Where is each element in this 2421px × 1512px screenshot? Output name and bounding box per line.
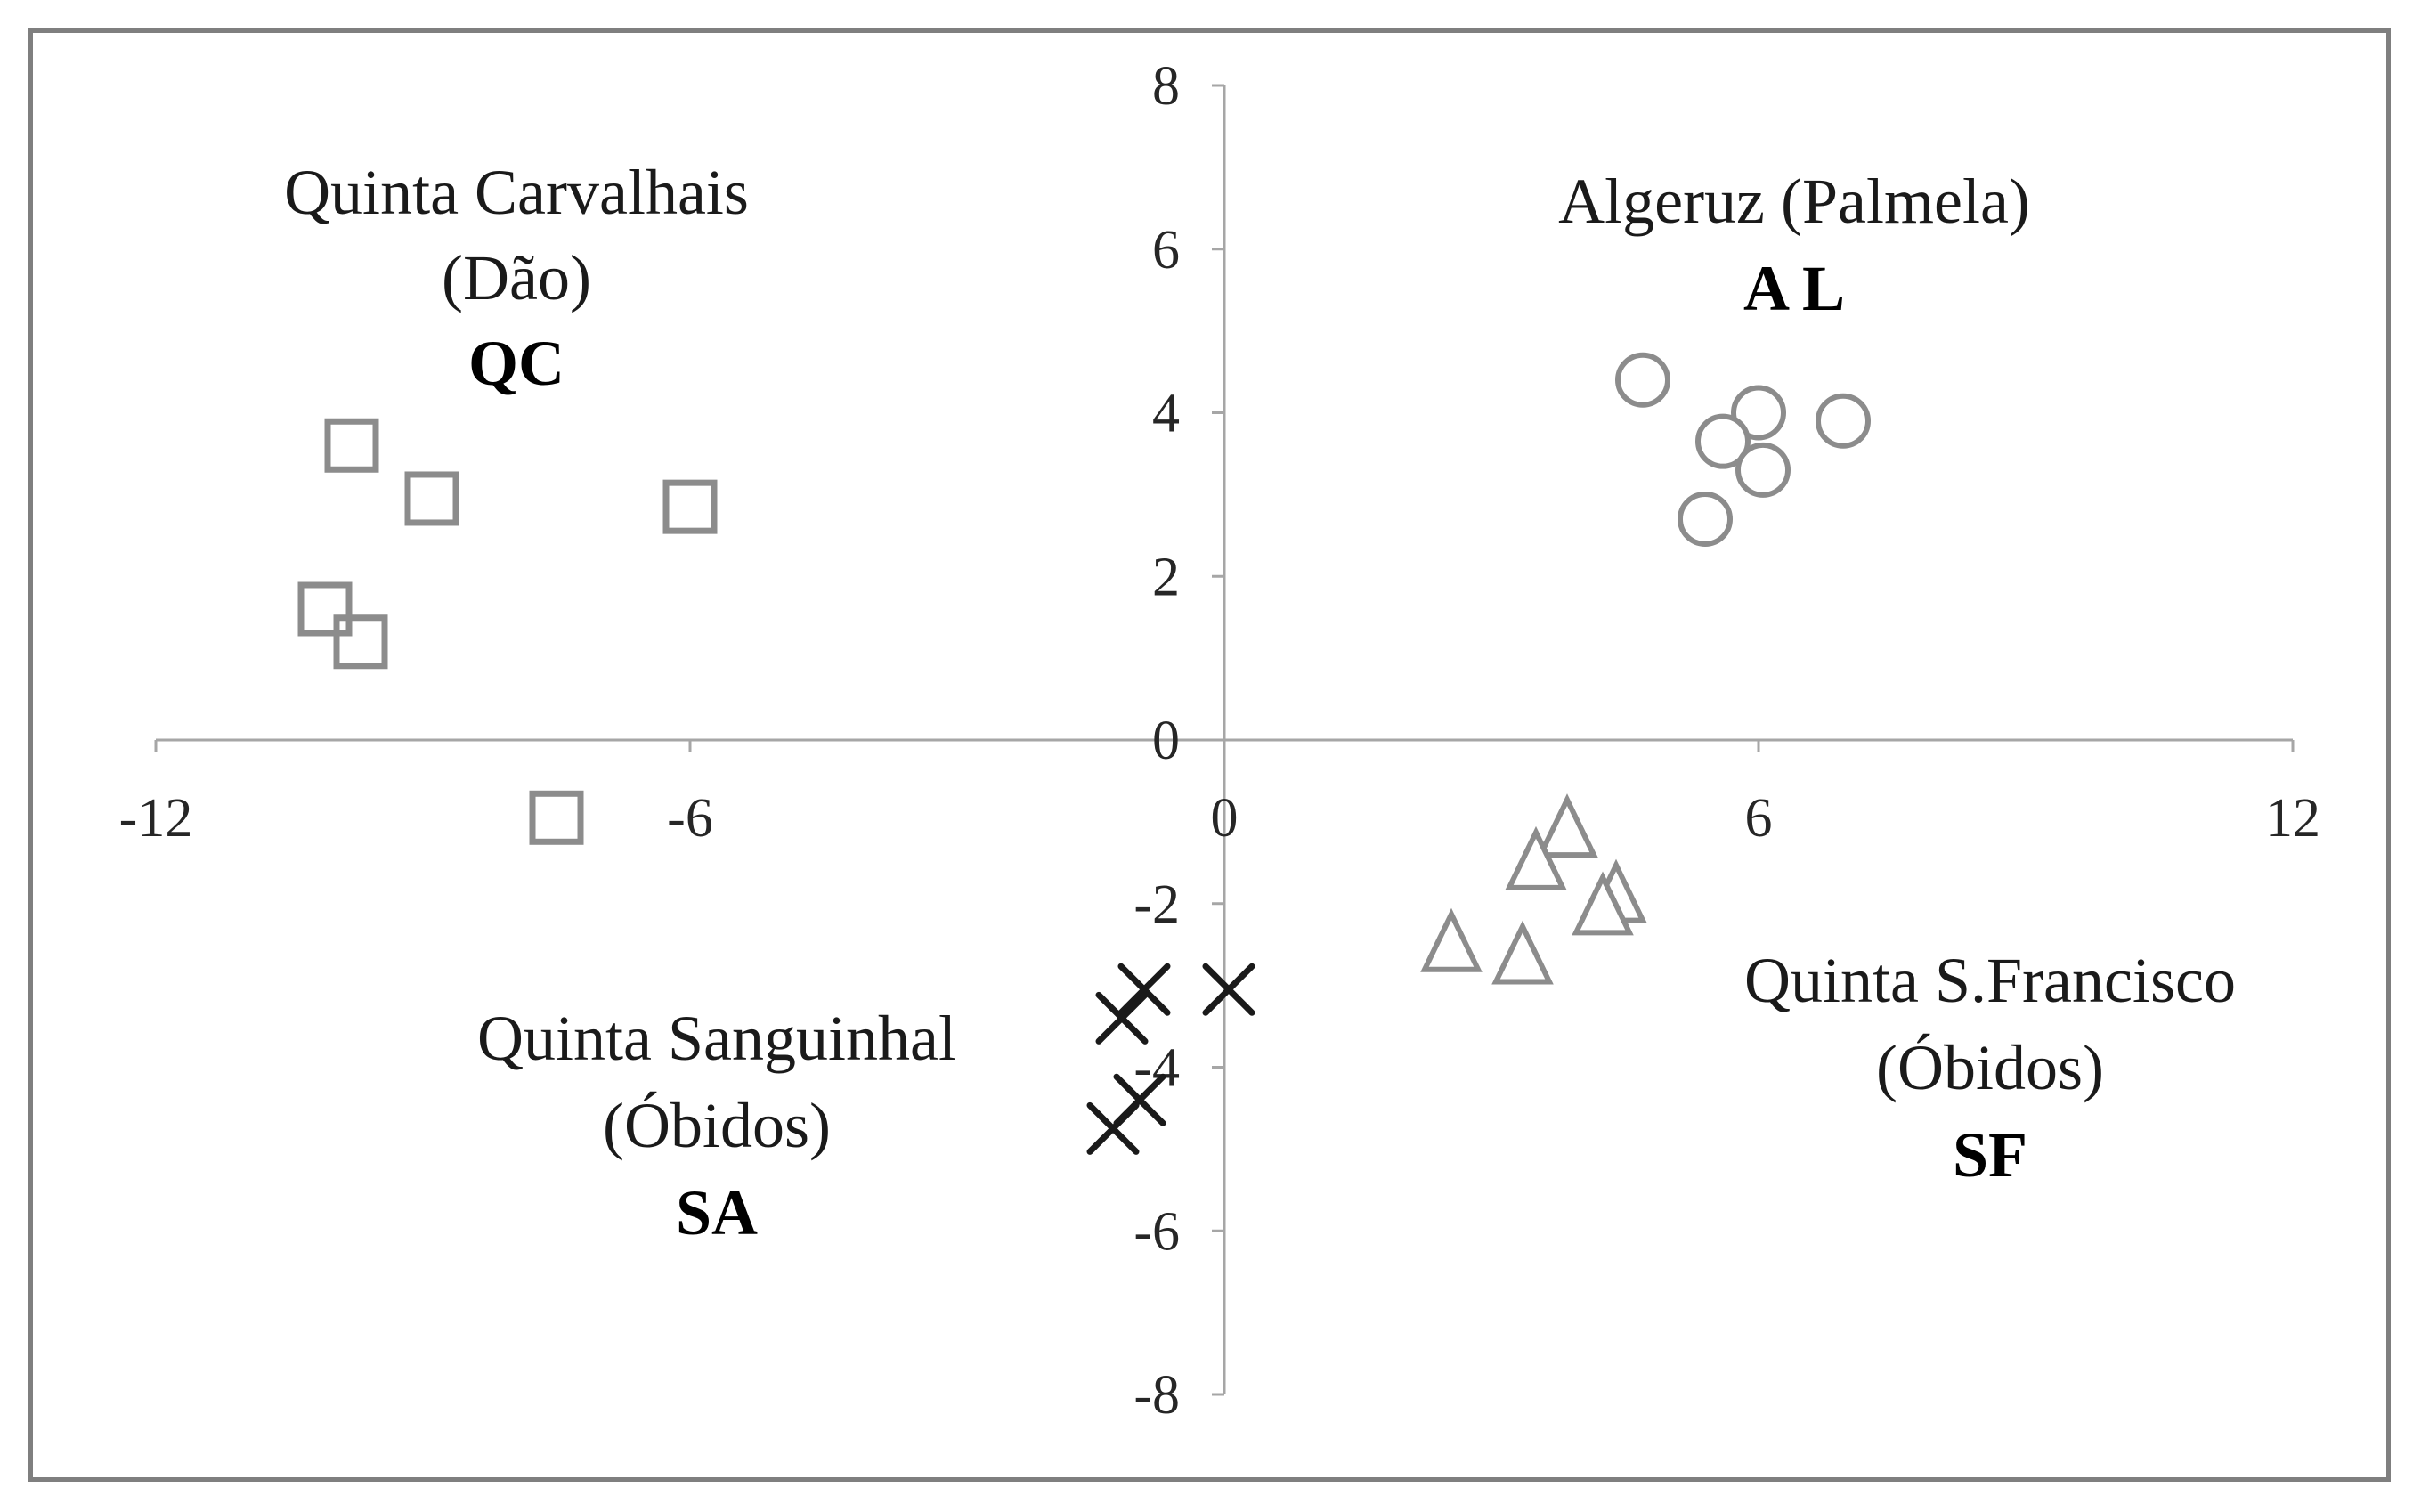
circle-marker (1816, 393, 1871, 449)
circle-marker (1695, 413, 1751, 469)
x-tick-label: 12 (2265, 788, 2320, 849)
group-label: Quinta S.Francisco (Óbidos) SF (1744, 945, 2236, 1191)
group-name-text: Quinta Sanguinhal (477, 1003, 956, 1074)
square-marker (529, 790, 584, 845)
group-name-text: Quinta S.Francisco (1744, 945, 2236, 1016)
x-marker-stroke (1086, 1101, 1140, 1155)
group-label: Quinta Sanguinhal (Óbidos) SA (477, 1003, 956, 1248)
group-code-text: SF (1953, 1119, 2027, 1191)
y-tick-label: 2 (1152, 547, 1180, 607)
square-marker (324, 418, 379, 473)
y-tick-label: -2 (1133, 874, 1180, 935)
group-name-text: Algeruz (Palmela) (1558, 166, 2030, 237)
group-name-text: (Dão) (442, 242, 591, 313)
y-tick-label: 6 (1152, 220, 1180, 280)
square-marker (297, 581, 353, 637)
square-marker (333, 614, 388, 670)
group-labels: Quinta Carvalhais (Dão) QC Algeruz (Palmela… (284, 157, 2236, 1248)
x-marker (1095, 991, 1149, 1045)
y-tick-label: -4 (1133, 1038, 1180, 1099)
group-name-text: Quinta Carvalhais (284, 157, 749, 228)
triangle-marker (1491, 920, 1554, 985)
triangle-marker (1420, 907, 1483, 972)
x-tick-label: 6 (1745, 788, 1773, 849)
triangle-marker (1505, 825, 1567, 890)
circle-marker (1678, 491, 1733, 547)
circle-marker (1615, 352, 1670, 408)
group-code-text: QC (468, 328, 565, 399)
square-marker (662, 479, 718, 534)
group-label: Quinta Carvalhais (Dão) QC (284, 157, 749, 399)
group-name-text: (Óbidos) (1876, 1032, 2104, 1103)
x-marker (1117, 963, 1171, 1016)
x-marker-stroke (1202, 963, 1255, 1016)
x-tick-label: -12 (119, 788, 193, 849)
square-marker (404, 471, 459, 526)
y-tick-label: 0 (1152, 711, 1180, 771)
group-name-text: (Óbidos) (603, 1090, 831, 1161)
x-tick-label: -6 (667, 788, 713, 849)
x-marker (1086, 1101, 1140, 1155)
group-code-text: SA (676, 1177, 758, 1248)
x-marker-stroke (1095, 991, 1149, 1045)
x-marker (1202, 963, 1255, 1016)
axes: -12 -6 0 6 12 8 6 4 2 0 -2 -4 -6 -8 (119, 56, 2320, 1426)
group-label: Algeruz (Palmela) A L (1558, 166, 2030, 324)
circle-marker (1735, 442, 1791, 498)
triangle-marker (1572, 871, 1634, 936)
chart-frame (28, 28, 2391, 1482)
triangle-marker (1536, 793, 1598, 858)
y-tick-label: 8 (1152, 56, 1180, 117)
y-tick-label: -8 (1133, 1365, 1180, 1426)
x-marker-stroke (1117, 963, 1171, 1016)
group-code-text: A L (1743, 253, 1845, 324)
data-markers (297, 352, 1871, 1155)
y-tick-label: 4 (1152, 384, 1180, 444)
circle-marker (1731, 385, 1786, 441)
y-tick-label: -6 (1133, 1201, 1180, 1262)
x-tick-label: 0 (1211, 788, 1239, 849)
